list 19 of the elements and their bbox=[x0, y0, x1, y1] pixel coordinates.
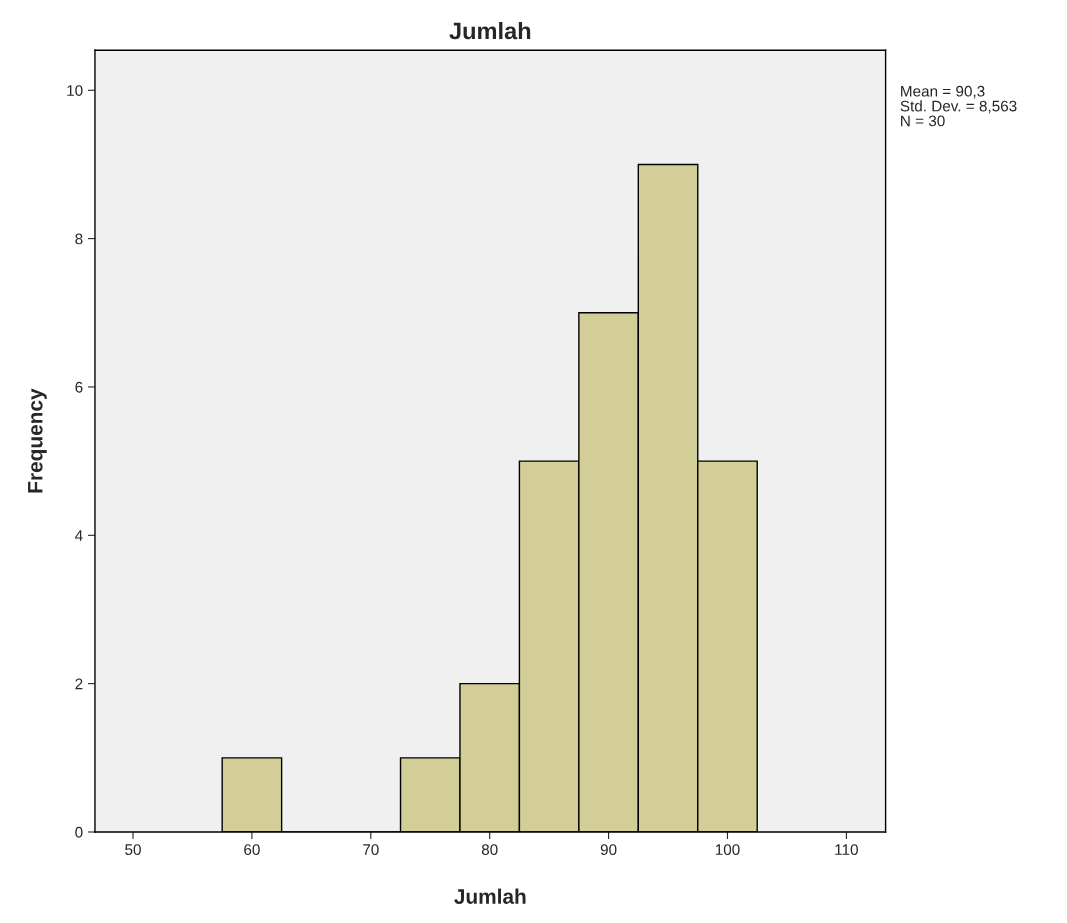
x-tick-label: 70 bbox=[363, 844, 379, 856]
x-tick-label: 90 bbox=[600, 844, 617, 856]
text: Mean = 90,3 bbox=[901, 85, 985, 99]
y-tick-label: 10 bbox=[67, 85, 83, 96]
x-tick-label: 50 bbox=[125, 844, 141, 856]
y-tick-label: 4 bbox=[75, 530, 83, 541]
x-tick-label: 110 bbox=[835, 844, 858, 856]
text: N = 30 bbox=[901, 115, 945, 127]
x-axis-title: Jumlah bbox=[454, 888, 526, 904]
text: Std. Dev. = 8,563 bbox=[900, 100, 1017, 114]
y-axis-title: Frequency bbox=[28, 388, 47, 493]
y-tick-label: 6 bbox=[75, 381, 83, 393]
chart-title: Jumlah bbox=[449, 21, 531, 40]
x-tick-label: 80 bbox=[481, 844, 498, 856]
x-tick-label: 60 bbox=[244, 844, 260, 856]
y-tick-label: 0 bbox=[75, 826, 83, 838]
x-tick-label: 100 bbox=[715, 844, 740, 856]
y-tick-label: 2 bbox=[75, 678, 83, 690]
y-tick-label: 8 bbox=[75, 233, 83, 245]
